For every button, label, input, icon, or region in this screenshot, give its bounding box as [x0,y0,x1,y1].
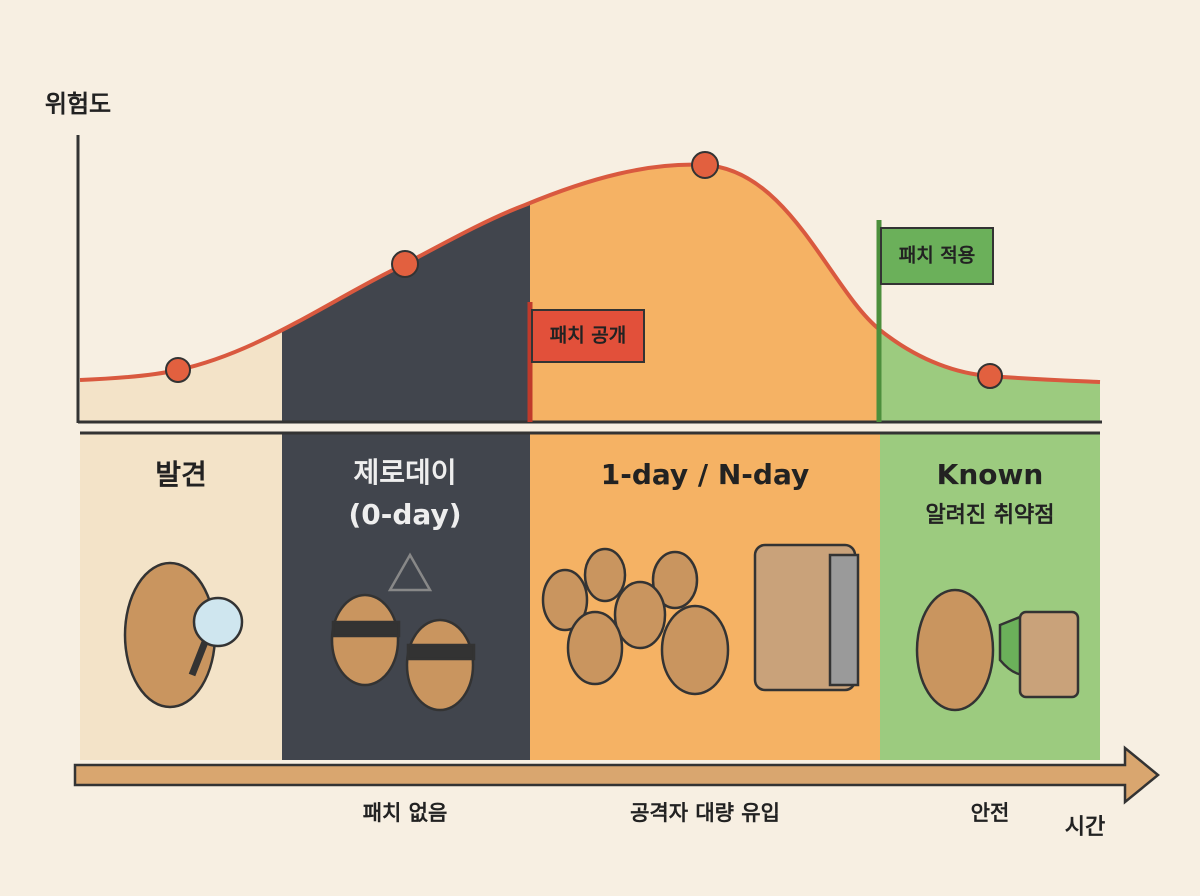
potato [541,568,589,632]
y-axis-label: 위험도 [45,90,111,118]
server-side [828,553,860,687]
flag-label: 패치 공개 [550,325,627,347]
phase-title: 발견 [155,458,207,491]
risk-curve [79,162,1101,384]
flag [880,227,994,285]
flag [531,309,645,363]
panel [880,433,1100,760]
server [1018,610,1080,699]
potato [330,593,400,687]
potato [660,604,730,696]
magnifier [192,596,244,648]
phase-subtitle: 알려진 취약점 [925,503,1054,528]
potato [915,588,995,712]
potato [583,547,627,603]
curve-points [165,151,1003,389]
potato [566,610,624,686]
potato [613,580,667,650]
illustrations [123,543,1080,712]
phase-title: Known [937,458,1044,491]
phase-title: 1-day / N-day [601,458,810,491]
potato [405,618,475,712]
mask [406,643,476,661]
phase-subtitle: (0-day) [348,498,461,531]
flag-label: 패치 적용 [899,245,976,267]
time-arrow [73,745,1160,805]
x-axis-label: 시간 [1065,815,1105,840]
phase-caption: 패치 없음 [363,801,448,825]
curve-point [391,250,419,278]
panel [282,433,530,760]
phase-title: 제로데이 [353,456,456,489]
potato [651,550,699,610]
curve-point [691,151,719,179]
curve-point [977,363,1003,389]
warning-icon [387,552,433,592]
mask [331,620,401,638]
magnifier-handle [188,640,209,677]
phase-caption: 공격자 대량 유입 [630,801,780,825]
phase-caption: 안전 [971,801,1010,825]
curve-point [165,357,191,383]
